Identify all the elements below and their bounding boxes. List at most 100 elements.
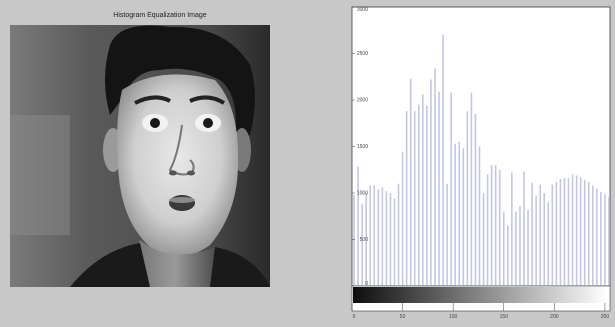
colorbar-cell [549, 287, 554, 303]
colorbar-cell [437, 287, 442, 303]
colorbar-cell [525, 287, 530, 303]
colorbar-cell [537, 287, 542, 303]
histogram-bar [466, 111, 469, 286]
colorbar-cell [481, 287, 486, 303]
colorbar-cell [477, 287, 482, 303]
histogram-bar [385, 191, 388, 286]
colorbar-cell [565, 287, 570, 303]
colorbar-cell [485, 287, 490, 303]
histogram-bar [413, 111, 416, 286]
histogram-bar [478, 146, 481, 286]
colorbar-cell [413, 287, 418, 303]
colorbar-cell [357, 287, 362, 303]
colorbar-cell [577, 287, 582, 303]
colorbar-cell [361, 287, 366, 303]
colorbar-cell [557, 287, 562, 303]
colorbar-cell [381, 287, 386, 303]
histogram-bar [490, 165, 493, 286]
y-tick-label: 1000 [357, 191, 368, 197]
colorbar-cell [561, 287, 566, 303]
colorbar-cell [453, 287, 458, 303]
histogram-bar [592, 185, 594, 286]
face-photo-icon [10, 25, 270, 287]
colorbar-cell [505, 287, 510, 303]
histogram-bar [502, 211, 505, 286]
histogram-bar [353, 194, 355, 286]
histogram-bar [543, 193, 546, 286]
colorbar-cell [421, 287, 426, 303]
histogram-bar [567, 178, 570, 286]
colorbar-cell [509, 287, 514, 303]
colorbar-cell [553, 287, 558, 303]
histogram-bar [547, 202, 550, 286]
histogram-bar [417, 104, 420, 287]
colorbar-cell [389, 287, 394, 303]
colorbar-cell [517, 287, 522, 303]
histogram-bar [482, 193, 485, 286]
colorbar-cell [573, 287, 578, 303]
colorbar-cell [465, 287, 470, 303]
histogram-bar [470, 92, 473, 286]
colorbar-cell [605, 287, 610, 303]
colorbar-cell [409, 287, 414, 303]
histogram-bar [405, 111, 408, 286]
histogram-bar [596, 188, 598, 286]
histogram-bar [381, 187, 384, 286]
histogram-bar [373, 185, 376, 286]
colorbar-cell [581, 287, 586, 303]
histogram-bars [353, 34, 610, 287]
colorbar-cell [393, 287, 398, 303]
histogram-bar [397, 183, 400, 286]
histogram-bar [458, 141, 461, 286]
colorbar-cell [521, 287, 526, 303]
colorbar-cell [541, 287, 546, 303]
histogram-bar [389, 193, 392, 286]
histogram-bar [600, 192, 602, 286]
image-title: Histogram Equalization Image [113, 12, 207, 19]
x-tick-label: 200 [550, 314, 559, 320]
y-tick-label: 500 [360, 237, 369, 243]
histogram-bar [575, 175, 578, 286]
histogram-bar [426, 105, 428, 286]
histogram-bar [361, 204, 363, 286]
x-tick-label: 50 [400, 314, 406, 320]
colorbar-cell [461, 287, 466, 303]
histogram-bar [559, 179, 562, 286]
y-tick-label: 2000 [357, 98, 368, 104]
histogram-bar [498, 169, 501, 286]
colorbar-cell [373, 287, 378, 303]
histogram-bar [486, 174, 489, 286]
x-axis-ticks: 0 50 100 150 200 250 [351, 303, 610, 320]
histogram-bar [527, 209, 529, 286]
histogram-bar [551, 184, 554, 286]
colorbar-cell [429, 287, 434, 303]
histogram-bar [511, 172, 513, 286]
histogram-bar [507, 225, 509, 286]
colorbar-cell [533, 287, 538, 303]
colorbar-cell [473, 287, 478, 303]
histogram-bar [494, 165, 497, 286]
x-tick-label: 0 [353, 314, 356, 320]
histogram-bar [393, 198, 396, 286]
histogram-bar [523, 171, 525, 286]
histogram-bar [539, 184, 541, 286]
histogram-bar [531, 182, 533, 286]
histogram-bar [462, 148, 465, 286]
colorbar-cell [353, 287, 358, 303]
colorbar-cell [601, 287, 606, 303]
histogram-bar [357, 166, 359, 286]
colorbar-cell [449, 287, 454, 303]
x-tick-label: 150 [500, 314, 509, 320]
y-tick-label: 2500 [357, 51, 368, 57]
colorbar-cell [385, 287, 390, 303]
y-axis-ticks: 0 500 1000 1500 2000 2500 3000 [352, 6, 369, 287]
colorbar-cell [377, 287, 382, 303]
y-tick-label: 3000 [357, 7, 368, 13]
histogram-bar [422, 94, 424, 286]
histogram-bar [454, 143, 456, 286]
colorbar-cell [569, 287, 574, 303]
x-tick-label: 250 [601, 314, 610, 320]
histogram-bar [401, 152, 404, 286]
